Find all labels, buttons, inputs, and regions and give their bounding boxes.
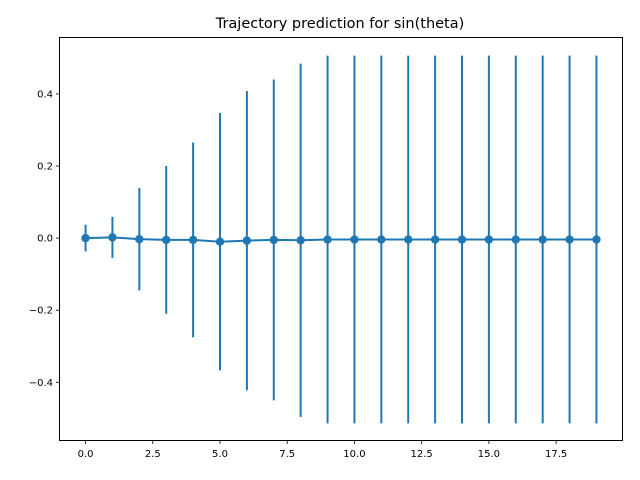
y-tick-label: 0.0 — [37, 234, 53, 245]
data-point — [350, 235, 359, 244]
data-point — [188, 235, 198, 245]
x-tick-label: 2.5 — [145, 449, 161, 460]
data-point — [81, 233, 90, 243]
x-tick-label: 15.0 — [478, 449, 500, 460]
data-point — [162, 235, 171, 245]
data-point — [377, 235, 386, 244]
x-tick-label: 0.0 — [78, 449, 94, 460]
data-point — [565, 235, 574, 244]
data-point — [323, 235, 332, 244]
data-point — [296, 236, 305, 245]
y-tick-label: 0.2 — [37, 161, 53, 172]
data-point — [538, 235, 547, 244]
x-tick-label: 12.5 — [411, 449, 433, 460]
data-point — [215, 237, 225, 246]
data-point — [457, 235, 467, 244]
data-point — [108, 233, 117, 242]
data-point — [484, 235, 494, 244]
axes-frame — [59, 37, 623, 441]
y-tick-label: −0.2 — [29, 306, 53, 317]
data-point — [135, 234, 144, 244]
y-tick-label: 0.4 — [37, 89, 53, 100]
x-tick-label: 10.0 — [343, 449, 365, 460]
data-point — [404, 235, 413, 244]
data-point — [430, 235, 440, 244]
x-tick-label: 17.5 — [545, 449, 567, 460]
x-tick-label: 7.5 — [279, 449, 295, 460]
data-point — [511, 235, 520, 244]
data-point — [242, 236, 252, 245]
chart-title: Trajectory prediction for sin(theta) — [215, 16, 465, 32]
data-point — [269, 235, 278, 245]
data-point — [592, 235, 601, 244]
y-tick-label: −0.4 — [29, 378, 53, 389]
series-line — [85, 236, 597, 243]
x-tick-label: 5.0 — [212, 449, 228, 460]
plot-area: 0.0 2.5 5.0 7.5 10.0 12.5 15.0 17.5 −0.4 −0.2 0.0 0… — [29, 55, 601, 460]
